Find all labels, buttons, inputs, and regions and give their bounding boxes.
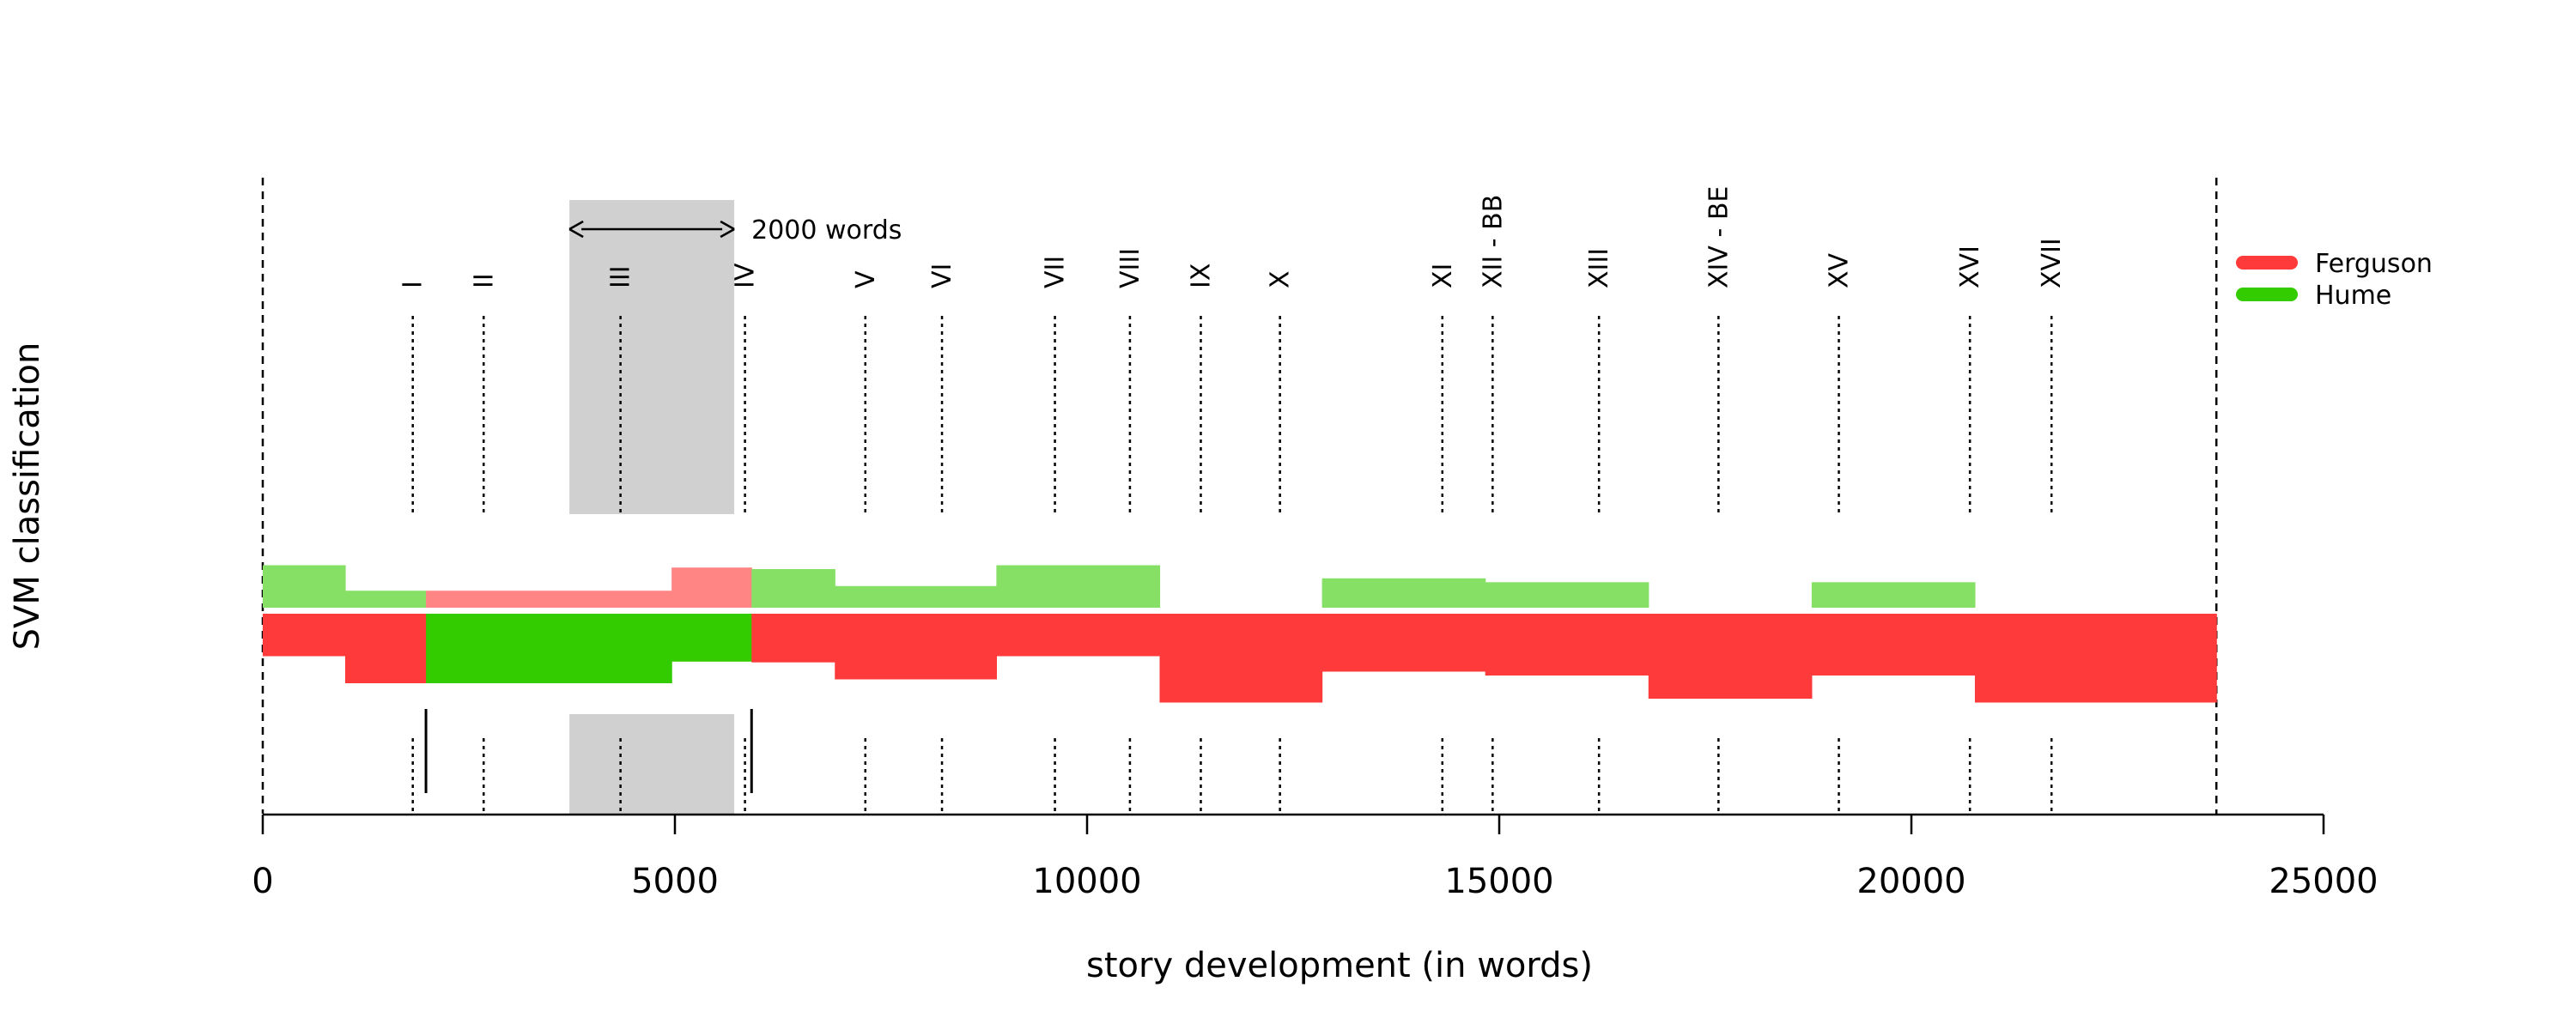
hume-score-bar — [835, 585, 997, 608]
x-tick-label: 5000 — [631, 862, 719, 901]
chapter-label: IV — [731, 263, 761, 288]
chapter-label: VII — [1041, 256, 1071, 288]
window-arrow-head-right — [720, 220, 735, 239]
hume-score-bar — [1321, 578, 1486, 608]
window-band-top — [569, 200, 735, 514]
x-tick-label: 0 — [252, 862, 273, 901]
ferguson-score-bar — [1648, 614, 1813, 699]
hume-score-bar — [1485, 582, 1649, 608]
chapter-label: II — [469, 273, 499, 288]
ferguson-score-bar — [996, 614, 1161, 657]
classification-bars-layer — [263, 565, 2217, 793]
x-tick-label: 10000 — [1032, 862, 1141, 901]
ferguson-score-bar — [1485, 614, 1649, 676]
window-band-bottom — [569, 714, 735, 814]
hume-score-bar — [1811, 582, 1976, 608]
ferguson-score-bar — [835, 614, 997, 680]
window-size-label: 2000 words — [751, 215, 902, 245]
ferguson-score-bar — [1159, 614, 1323, 703]
ferguson-score-bar — [1974, 614, 2217, 703]
x-tick-label: 15000 — [1444, 862, 1553, 901]
chapter-label: XIII — [1584, 248, 1614, 288]
ferguson-score-bar — [426, 591, 672, 608]
hume-score-bar — [751, 569, 835, 608]
ferguson-score-bar — [263, 614, 346, 657]
ferguson-score-bar — [671, 567, 752, 608]
ferguson-score-bar — [1811, 614, 1976, 676]
window-arrow-head-left — [568, 220, 584, 239]
chapter-label: I — [398, 281, 428, 288]
x-tick-label: 25000 — [2269, 862, 2378, 901]
legend-label: Hume — [2315, 281, 2391, 311]
chapter-label: V — [851, 270, 881, 288]
x-axis: 0 5000 10000 15000 20000 25000 — [252, 813, 2379, 901]
ferguson-score-bar — [751, 614, 835, 663]
chapter-markers-layer: I II III IV V VI VII VIII IX X XI XII - BB XIII XIV -… — [261, 178, 2218, 814]
x-tick-label: 20000 — [1856, 862, 1965, 901]
chapter-label: XVII — [2037, 238, 2067, 288]
legend-label: Ferguson — [2315, 249, 2433, 279]
ferguson-score-bar — [345, 614, 427, 683]
chapter-label: XIV - BE — [1704, 186, 1734, 288]
chapter-label: XVI — [1955, 245, 1985, 288]
hume-score-bar — [426, 614, 672, 683]
sliding-window-layer: 2000 words — [568, 200, 902, 814]
hume-score-bar — [345, 591, 427, 608]
ferguson-score-bar — [1321, 614, 1486, 672]
chapter-label: VI — [927, 264, 957, 288]
chapter-label: X — [1266, 270, 1296, 288]
x-axis-title: story development (in words) — [1086, 946, 1593, 985]
chapter-label: III — [606, 265, 636, 288]
chapter-label: IX — [1186, 264, 1216, 288]
chapter-label: XV — [1825, 252, 1855, 288]
chapter-label: XI — [1428, 264, 1458, 288]
hume-score-bar — [671, 614, 752, 662]
hume-score-bar — [263, 565, 346, 608]
hume-score-bar — [996, 565, 1161, 608]
chapter-label: XII - BB — [1478, 195, 1508, 288]
chapter-label: VIII — [1115, 248, 1145, 288]
y-axis-title: SVM classification — [8, 342, 47, 651]
